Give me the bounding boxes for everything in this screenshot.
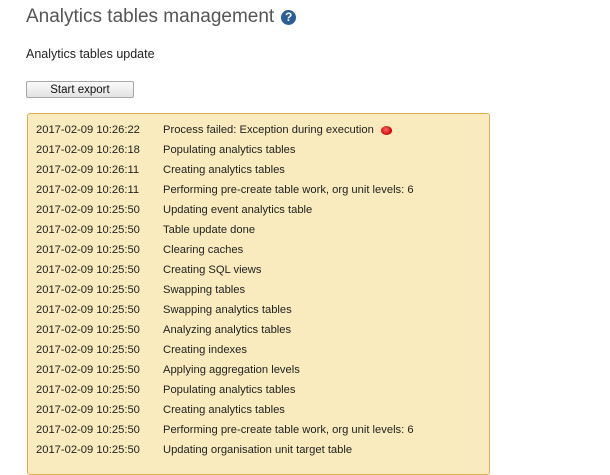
log-row: 2017-02-09 10:25:50 Creating SQL views [36, 260, 261, 280]
page-title: Analytics tables management ? [26, 6, 297, 28]
log-time: 2017-02-09 10:26:22 [36, 124, 140, 136]
log-message: Swapping analytics tables [163, 304, 292, 316]
log-message: Updating event analytics table [163, 204, 313, 216]
log-time: 2017-02-09 10:26:11 [36, 164, 140, 176]
log-message: Creating SQL views [163, 264, 262, 276]
log-message: Updating organisation unit target table [163, 444, 353, 456]
log-time: 2017-02-09 10:25:50 [36, 384, 140, 396]
log-time: 2017-02-09 10:25:50 [36, 364, 140, 376]
log-row: 2017-02-09 10:25:50 Table update done [36, 220, 255, 240]
log-panel: 2017-02-09 10:26:22 Process failed: Excep… [27, 113, 490, 475]
log-message: Creating analytics tables [163, 164, 285, 176]
log-row: 2017-02-09 10:26:18 Populating analytics … [36, 140, 295, 160]
log-row: 2017-02-09 10:25:50 Creating indexes [36, 340, 247, 360]
log-time: 2017-02-09 10:25:50 [36, 204, 140, 216]
log-row: 2017-02-09 10:25:50 Creating analytics ta… [36, 400, 285, 420]
log-message: Performing pre-create table work, org un… [163, 424, 414, 436]
log-row: 2017-02-09 10:25:50 Swapping analytics ta… [36, 300, 292, 320]
log-row: 2017-02-09 10:25:50 Updating organisation… [36, 440, 352, 460]
log-message: Creating indexes [163, 344, 247, 356]
log-time: 2017-02-09 10:25:50 [36, 264, 140, 276]
log-time: 2017-02-09 10:25:50 [36, 224, 140, 236]
log-time: 2017-02-09 10:25:50 [36, 344, 140, 356]
log-message: Analyzing analytics tables [163, 324, 292, 336]
log-message: Clearing caches [163, 244, 244, 256]
log-message: Table update done [163, 224, 256, 236]
log-message: Applying aggregation levels [163, 364, 300, 376]
log-row: 2017-02-09 10:25:50 Analyzing analytics t… [36, 320, 291, 340]
log-row: 2017-02-09 10:25:50 Swapping tables [36, 280, 245, 300]
log-message: Process failed: Exception during executi… [163, 124, 374, 136]
log-row: 2017-02-09 10:25:50 Clearing caches [36, 240, 243, 260]
log-row: 2017-02-09 10:26:22 Process failed: Excep… [36, 120, 392, 140]
log-time: 2017-02-09 10:25:50 [36, 304, 140, 316]
log-time: 2017-02-09 10:25:50 [36, 404, 140, 416]
log-time: 2017-02-09 10:25:50 [36, 424, 140, 436]
log-row: 2017-02-09 10:26:11 Performing pre-create… [36, 180, 414, 200]
log-row: 2017-02-09 10:25:50 Applying aggregation … [36, 360, 300, 380]
page-title-text: Analytics tables management [26, 6, 275, 27]
start-export-button[interactable]: Start export [26, 81, 134, 98]
log-time: 2017-02-09 10:26:11 [36, 184, 140, 196]
log-message: Populating analytics tables [163, 384, 296, 396]
help-icon[interactable]: ? [281, 9, 297, 25]
log-time: 2017-02-09 10:25:50 [36, 324, 140, 336]
log-message: Performing pre-create table work, org un… [163, 184, 414, 196]
log-time: 2017-02-09 10:25:50 [36, 244, 140, 256]
log-row: 2017-02-09 10:26:11 Creating analytics ta… [36, 160, 285, 180]
log-row: 2017-02-09 10:25:50 Populating analytics … [36, 380, 295, 400]
log-message: Populating analytics tables [163, 144, 296, 156]
section-subtitle: Analytics tables update [26, 47, 155, 61]
log-message: Swapping tables [163, 284, 246, 296]
log-row: 2017-02-09 10:25:50 Updating event analyt… [36, 200, 312, 220]
log-row: 2017-02-09 10:25:50 Performing pre-create… [36, 420, 414, 440]
error-icon [380, 125, 392, 135]
log-time: 2017-02-09 10:26:18 [36, 144, 140, 156]
log-time: 2017-02-09 10:25:50 [36, 284, 140, 296]
log-time: 2017-02-09 10:25:50 [36, 444, 140, 456]
log-message: Creating analytics tables [163, 404, 285, 416]
